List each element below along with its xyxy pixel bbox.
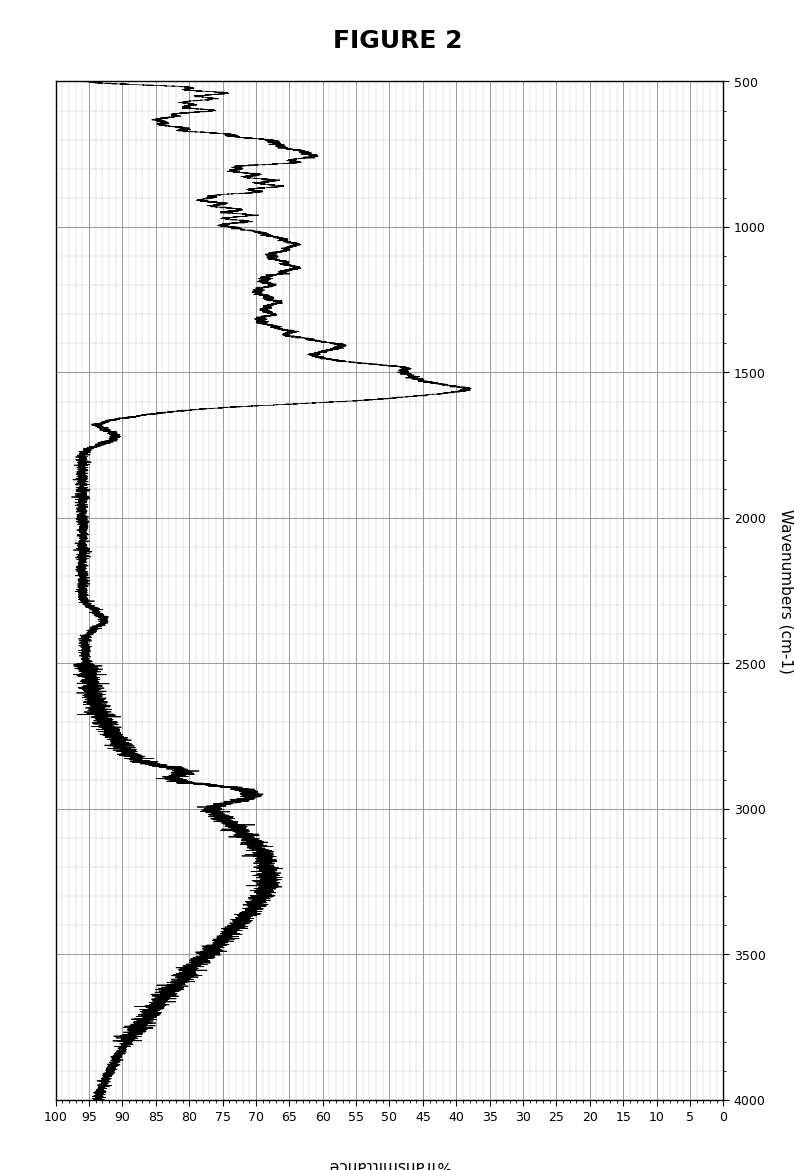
X-axis label: %Transmittance: %Transmittance xyxy=(327,1158,451,1170)
Text: FIGURE 2: FIGURE 2 xyxy=(333,29,461,54)
Y-axis label: Wavenumbers (cm-1): Wavenumbers (cm-1) xyxy=(777,509,792,673)
